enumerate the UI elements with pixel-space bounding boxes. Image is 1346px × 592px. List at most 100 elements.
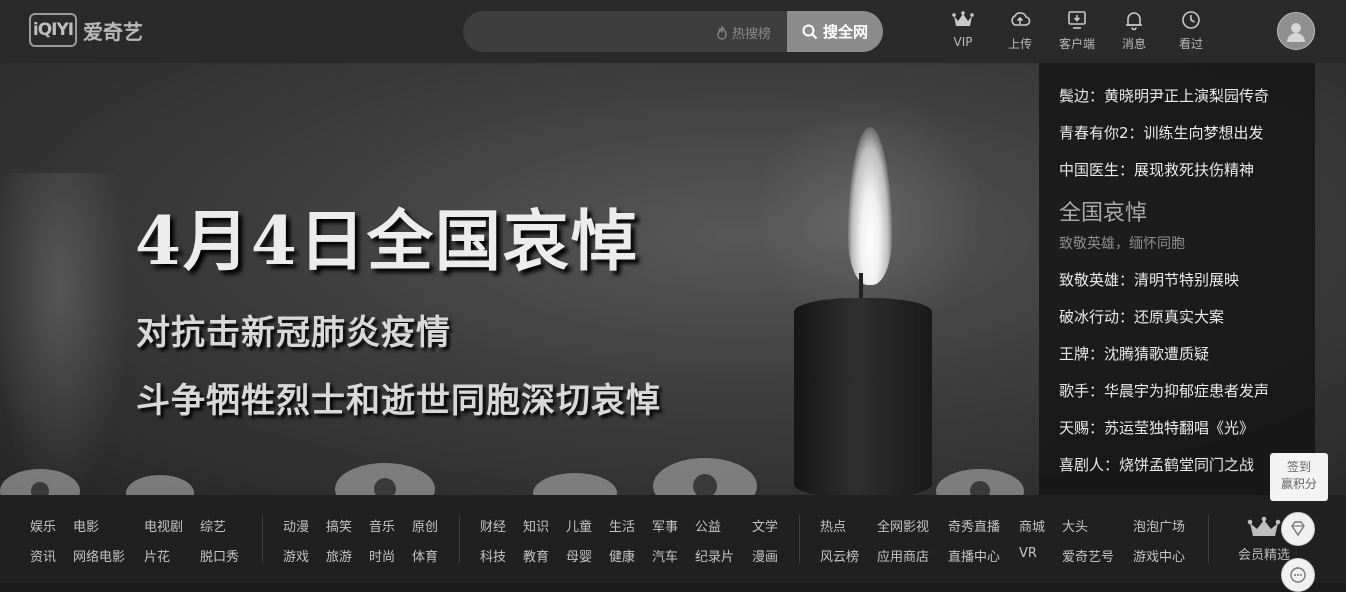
channel-link[interactable]: 时尚: [369, 550, 396, 565]
channel-link[interactable]: 动漫: [283, 520, 310, 535]
history-icon: [1182, 11, 1200, 29]
flame-icon: [717, 25, 727, 40]
banner-title: 4月4日全国哀悼: [135, 202, 639, 280]
top-header: iQIYI 爱奇艺 热搜榜 搜全网 VIP 上传 客户端 消息: [0, 0, 1346, 63]
channel-link[interactable]: 教育: [523, 550, 550, 565]
channel-link[interactable]: 公益: [695, 520, 722, 535]
channel-link[interactable]: 游戏中心: [1133, 550, 1186, 565]
channel-link[interactable]: 爱奇艺号: [1062, 550, 1115, 565]
list-item[interactable]: 破冰行动：还原真实大案: [1059, 308, 1225, 326]
channel-link[interactable]: 脱口秀: [200, 550, 240, 565]
nav-messages[interactable]: 消息: [1115, 9, 1153, 52]
memorial-banner[interactable]: 4月4日全国哀悼 对抗击新冠肺炎疫情 斗争牺牲烈士和逝世同胞深切哀悼: [0, 63, 1346, 495]
nav-upload-label: 上传: [1007, 37, 1032, 51]
hot-search-link[interactable]: 热搜榜: [716, 23, 771, 42]
list-item[interactable]: 中国医生：展现救死扶伤精神: [1059, 161, 1255, 179]
channel-link[interactable]: 电视剧: [144, 520, 184, 535]
medical-worker-silhouette: [0, 173, 130, 495]
channel-link[interactable]: 奇秀直播: [948, 520, 1001, 535]
list-item[interactable]: 青春有你2：训练生向梦想出发: [1059, 124, 1264, 142]
search-input[interactable]: [479, 11, 713, 52]
channel-link[interactable]: 片花: [144, 550, 171, 565]
channel-link[interactable]: 体育: [412, 550, 439, 565]
channel-link[interactable]: 儿童: [566, 520, 593, 535]
channel-link[interactable]: 知识: [523, 520, 550, 535]
channel-link[interactable]: 纪录片: [695, 550, 735, 565]
tooltip-line-1: 签到: [1286, 460, 1311, 474]
tooltip-line-2: 赢积分: [1280, 477, 1317, 491]
nav-upload[interactable]: 上传: [1001, 9, 1039, 52]
vip-selection[interactable]: 会员精选: [1232, 515, 1296, 563]
logo-text: 爱奇艺: [83, 19, 143, 44]
nav-messages-label: 消息: [1121, 37, 1146, 51]
checkin-tooltip[interactable]: 签到 赢积分: [1270, 453, 1328, 501]
channel-link[interactable]: 全网影视: [877, 520, 930, 535]
bell-icon: [1126, 12, 1142, 31]
channel-link[interactable]: 娱乐: [30, 520, 57, 535]
channel-link[interactable]: 军事: [652, 520, 679, 535]
channel-nav: 娱乐 电影 电视剧 综艺 资讯 网络电影 片花 脱口秀 动漫 搞笑 音乐 原创 …: [0, 495, 1346, 583]
channel-link[interactable]: 大头: [1062, 520, 1089, 535]
logo-mark: iQIYI: [29, 13, 77, 47]
nav-client[interactable]: 客户端: [1058, 9, 1096, 52]
avatar-icon: [1287, 23, 1305, 42]
hot-search-label: 热搜榜: [732, 27, 772, 42]
crown-icon: [952, 11, 974, 26]
channel-link[interactable]: 汽车: [652, 550, 679, 565]
channel-link[interactable]: 财经: [480, 520, 507, 535]
channel-link[interactable]: 文学: [752, 520, 779, 535]
channel-link[interactable]: 音乐: [369, 520, 396, 535]
channel-link[interactable]: 直播中心: [948, 550, 1001, 565]
iqiyi-logo[interactable]: iQIYI 爱奇艺: [29, 13, 143, 47]
list-item[interactable]: 歌手：华晨宇为抑郁症患者发声: [1059, 382, 1270, 400]
channel-link[interactable]: 旅游: [326, 550, 353, 565]
banner-subtitle-1: 对抗击新冠肺炎疫情: [136, 313, 451, 353]
channel-link[interactable]: 应用商店: [877, 550, 930, 565]
channel-link[interactable]: 资讯: [30, 550, 57, 565]
search-icon: [802, 24, 818, 39]
channel-link[interactable]: 网络电影: [73, 550, 126, 565]
nav-vip-label: VIP: [953, 35, 973, 49]
channel-link[interactable]: 综艺: [200, 520, 227, 535]
diamond-icon: [1291, 521, 1305, 537]
chat-icon: [1290, 567, 1306, 583]
nav-client-label: 客户端: [1058, 37, 1095, 51]
channel-link[interactable]: 生活: [609, 520, 636, 535]
banner-side-list: 鬓边：黄晓明尹正上演梨园传奇 青春有你2：训练生向梦想出发 中国医生：展现救死扶…: [1039, 63, 1315, 495]
list-item[interactable]: 致敬英雄：清明节特别展映: [1059, 271, 1240, 289]
channel-link[interactable]: 漫画: [752, 550, 779, 565]
upload-icon: [1011, 12, 1031, 26]
header-nav: VIP 上传 客户端 消息 看过: [944, 9, 1210, 52]
channel-link[interactable]: 搞笑: [326, 520, 353, 535]
channel-link[interactable]: VR: [1019, 546, 1037, 561]
channel-link[interactable]: 科技: [480, 550, 507, 565]
channel-link[interactable]: 商城: [1019, 520, 1046, 535]
nav-vip[interactable]: VIP: [944, 9, 982, 52]
featured-item-title[interactable]: 全国哀悼: [1059, 201, 1148, 226]
channel-link[interactable]: 健康: [609, 550, 636, 565]
banner-subtitle-2: 斗争牺牲烈士和逝世同胞深切哀悼: [136, 381, 661, 421]
list-item[interactable]: 鬓边：黄晓明尹正上演梨园传奇: [1059, 87, 1270, 105]
feedback-button[interactable]: [1281, 558, 1315, 592]
channel-divider: [799, 515, 800, 563]
featured-item-subtitle: 致敬英雄，缅怀同胞: [1059, 236, 1185, 252]
list-item[interactable]: 喜剧人：烧饼孟鹤堂同门之战: [1059, 456, 1255, 474]
user-avatar[interactable]: [1277, 12, 1315, 50]
channel-divider: [262, 515, 263, 563]
channel-link[interactable]: 风云榜: [820, 550, 860, 565]
channel-link[interactable]: 热点: [820, 520, 847, 535]
checkin-button[interactable]: [1281, 512, 1315, 546]
list-item[interactable]: 天赐：苏运莹独特翻唱《光》: [1059, 419, 1255, 437]
channel-link[interactable]: 电影: [73, 520, 100, 535]
nav-history[interactable]: 看过: [1172, 9, 1210, 52]
channel-link[interactable]: 游戏: [283, 550, 310, 565]
search-button[interactable]: 搜全网: [787, 11, 883, 52]
channel-link[interactable]: 母婴: [566, 550, 593, 565]
candle: [794, 298, 932, 495]
channel-divider: [459, 515, 460, 563]
list-item[interactable]: 王牌：沈腾猜歌遭质疑: [1059, 345, 1210, 363]
search-button-label: 搜全网: [822, 23, 868, 41]
channel-link[interactable]: 原创: [412, 520, 439, 535]
channel-link[interactable]: 泡泡广场: [1133, 520, 1186, 535]
chrysanthemum-flowers: [0, 458, 1024, 495]
